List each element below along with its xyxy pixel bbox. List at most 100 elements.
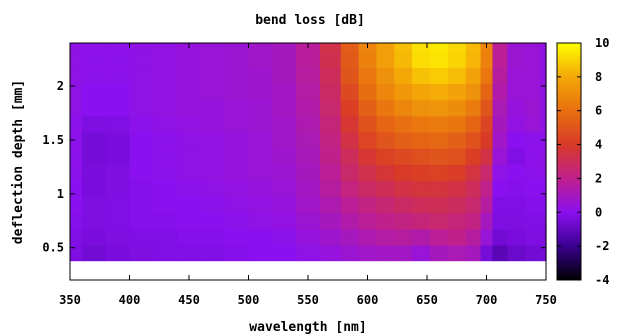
- heatmap-cell: [492, 164, 508, 181]
- heatmap-cell: [340, 244, 360, 262]
- heatmap-cell: [248, 212, 273, 230]
- heatmap-cell: [153, 67, 178, 84]
- heatmap-cell: [465, 99, 482, 117]
- heatmap-cell: [224, 83, 250, 101]
- x-tick-label: 550: [297, 293, 319, 307]
- heatmap-cell: [465, 51, 482, 68]
- heatmap-cell: [296, 180, 321, 198]
- heatmap-cell: [447, 164, 467, 181]
- heatmap-cell: [248, 180, 273, 198]
- heatmap-cell: [412, 180, 431, 198]
- heatmap-cell: [296, 83, 321, 101]
- heatmap-cell: [492, 115, 508, 133]
- heatmap-cell: [447, 180, 467, 198]
- heatmap-cell: [525, 212, 541, 230]
- heatmap-cell: [248, 244, 273, 262]
- heatmap-cell: [507, 148, 526, 165]
- y-tick-label: 2: [57, 79, 64, 93]
- heatmap-cell: [105, 228, 131, 246]
- heatmap-cell: [319, 164, 342, 181]
- x-tick-label: 700: [476, 293, 498, 307]
- heatmap-cell: [492, 180, 508, 198]
- heatmap-cell: [358, 131, 378, 149]
- heatmap-cell: [376, 196, 395, 214]
- heatmap-cell: [81, 196, 107, 214]
- heatmap-cell: [296, 244, 321, 262]
- heatmap-cell: [105, 196, 131, 214]
- heatmap-cell: [105, 99, 131, 117]
- heatmap-cell: [480, 164, 494, 181]
- heatmap-cell: [296, 131, 321, 149]
- heatmap-cell: [465, 148, 482, 165]
- heatmap-cell: [358, 148, 378, 165]
- heatmap-cell: [540, 196, 547, 214]
- y-axis-ticks: 0.5 1 1.5 2: [42, 79, 546, 255]
- heatmap-cell: [507, 180, 526, 198]
- heatmap-cell: [248, 148, 273, 165]
- heatmap-cell: [153, 164, 178, 181]
- heatmap-cell: [340, 67, 360, 84]
- heatmap-cell: [177, 196, 202, 214]
- heatmap-cell: [319, 148, 342, 165]
- heatmap-cell: [480, 244, 494, 262]
- colorbar-tick-label: 4: [595, 138, 602, 152]
- heatmap-cell: [429, 83, 449, 101]
- heatmap-cell: [465, 196, 482, 214]
- heatmap-cell: [296, 212, 321, 230]
- x-axis-ticks: 350 400 450 500 550 600 650 700 750: [59, 43, 557, 307]
- colorbar-ticks: -4 -2 0 2 4 6 8 10: [557, 36, 609, 287]
- heatmap-cell: [525, 148, 541, 165]
- heatmap-cell: [200, 244, 226, 262]
- colorbar-tick-label: 10: [595, 36, 609, 50]
- heatmap-cell: [492, 228, 508, 246]
- heatmap-cell: [105, 51, 131, 68]
- heatmap-cell: [447, 212, 467, 230]
- heatmap-cell: [447, 43, 467, 52]
- heatmap-cell: [429, 228, 449, 246]
- heatmap-cell: [224, 164, 250, 181]
- heatmap-cell: [525, 180, 541, 198]
- heatmap-cell: [105, 164, 131, 181]
- heatmap-cell: [429, 115, 449, 133]
- heatmap-cell: [394, 115, 413, 133]
- heatmap-cell: [394, 212, 413, 230]
- heatmap-cell: [429, 51, 449, 68]
- heatmap-cell: [412, 51, 431, 68]
- heatmap-cell: [394, 67, 413, 84]
- heatmap-cell: [394, 148, 413, 165]
- heatmap-cell: [81, 83, 107, 101]
- heatmap-cell: [248, 83, 273, 101]
- heatmap-cell: [447, 51, 467, 68]
- heatmap-cell: [319, 180, 342, 198]
- heatmap-cell: [394, 196, 413, 214]
- heatmap-cell: [248, 67, 273, 84]
- heatmap-cell: [525, 67, 541, 84]
- heatmap-cell: [376, 67, 395, 84]
- heatmap-cell: [358, 115, 378, 133]
- heatmap-cell: [105, 244, 131, 262]
- heatmap-cell: [177, 115, 202, 133]
- heatmap-cell: [70, 164, 83, 181]
- heatmap-cell: [540, 164, 547, 181]
- heatmap-cell: [81, 131, 107, 149]
- heatmap-cell: [492, 196, 508, 214]
- heatmap-cell: [200, 212, 226, 230]
- heatmap-cell: [412, 131, 431, 149]
- heatmap-cell: [540, 67, 547, 84]
- heatmap-cell: [177, 212, 202, 230]
- heatmap-cell: [70, 180, 83, 198]
- heatmap-cell: [296, 99, 321, 117]
- heatmap-cell: [376, 180, 395, 198]
- heatmap-cell: [358, 99, 378, 117]
- heatmap-cell: [507, 51, 526, 68]
- heatmap-cell: [492, 148, 508, 165]
- heatmap-cell: [272, 99, 297, 117]
- heatmap-cell: [480, 212, 494, 230]
- heatmap-cell: [412, 148, 431, 165]
- heatmap-cell: [319, 212, 342, 230]
- heatmap-cell: [70, 51, 83, 68]
- y-tick-label: 0.5: [42, 241, 64, 255]
- heatmap-cell: [105, 43, 131, 52]
- heatmap-cell: [492, 83, 508, 101]
